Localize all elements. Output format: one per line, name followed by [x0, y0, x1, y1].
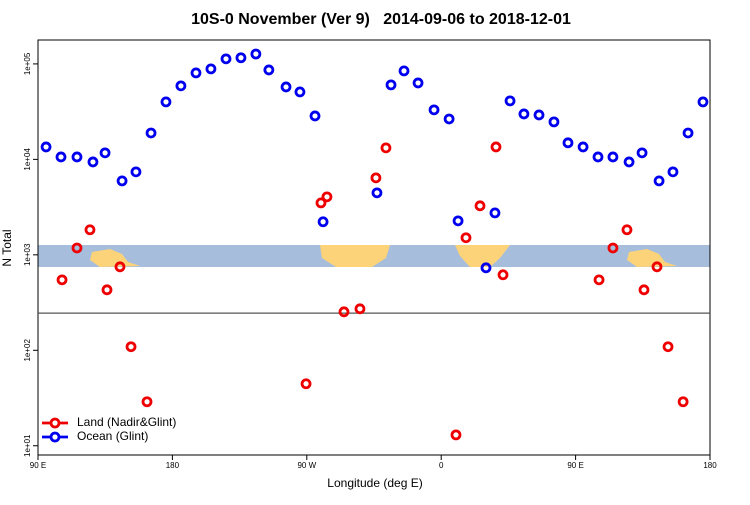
- point: [489, 207, 501, 219]
- point: [474, 200, 486, 212]
- point: [490, 141, 502, 153]
- point: [577, 141, 589, 153]
- point: [636, 147, 648, 159]
- map-strip: [38, 245, 710, 267]
- point: [190, 67, 202, 79]
- point: [450, 429, 462, 441]
- point: [71, 151, 83, 163]
- point: [697, 96, 709, 108]
- point: [87, 156, 99, 168]
- point: [593, 274, 605, 286]
- x-axis-label: Longitude (deg E): [327, 476, 422, 490]
- point: [309, 110, 321, 122]
- x-tick-label: 180: [166, 461, 180, 470]
- point: [662, 341, 674, 353]
- point: [55, 151, 67, 163]
- point: [250, 48, 262, 60]
- point: [607, 151, 619, 163]
- point: [518, 108, 530, 120]
- point: [638, 284, 650, 296]
- plot-frame: [37, 39, 711, 456]
- point: [385, 79, 397, 91]
- x-tick-label: 90 E: [30, 461, 46, 470]
- point: [480, 262, 492, 274]
- point: [677, 396, 689, 408]
- point: [380, 142, 392, 154]
- point: [141, 396, 153, 408]
- point: [263, 64, 275, 76]
- point: [548, 116, 560, 128]
- legend-label: Ocean (Glint): [77, 429, 148, 443]
- point: [443, 113, 455, 125]
- point: [71, 242, 83, 254]
- y-tick-label: 1e+03: [23, 243, 32, 266]
- point: [56, 274, 68, 286]
- point: [592, 151, 604, 163]
- point: [220, 53, 232, 65]
- point: [130, 166, 142, 178]
- point: [460, 232, 472, 244]
- point: [452, 215, 464, 227]
- point: [205, 63, 217, 75]
- point: [101, 284, 113, 296]
- y-tick-label: 1e+01: [23, 434, 32, 457]
- point: [321, 191, 333, 203]
- point: [317, 216, 329, 228]
- legend-marker: [49, 431, 61, 443]
- chart-title: 10S-0 November (Ver 9) 2014-09-06 to 201…: [191, 11, 571, 28]
- point: [160, 96, 172, 108]
- x-tick-label: 0: [439, 461, 444, 470]
- point: [116, 175, 128, 187]
- point: [504, 95, 516, 107]
- y-axis-label: N Total: [0, 229, 14, 266]
- point: [370, 172, 382, 184]
- point: [412, 77, 424, 89]
- point: [175, 80, 187, 92]
- point: [280, 81, 292, 93]
- point: [371, 187, 383, 199]
- point: [651, 261, 663, 273]
- y-tick-label: 1e+05: [23, 52, 32, 75]
- point: [99, 147, 111, 159]
- point: [338, 306, 350, 318]
- point: [125, 341, 137, 353]
- point: [667, 166, 679, 178]
- point: [623, 156, 635, 168]
- x-tick-label: 180: [703, 461, 717, 470]
- x-tick-label: 90 E: [567, 461, 583, 470]
- point: [653, 175, 665, 187]
- legend-label: Land (Nadir&Glint): [77, 415, 176, 429]
- point: [40, 141, 52, 153]
- legend-marker: [49, 417, 61, 429]
- point: [354, 303, 366, 315]
- y-tick-label: 1e+04: [23, 148, 32, 171]
- point: [294, 86, 306, 98]
- point: [682, 127, 694, 139]
- y-tick-label: 1e+02: [23, 339, 32, 362]
- point: [533, 109, 545, 121]
- point: [497, 269, 509, 281]
- point: [145, 127, 157, 139]
- point: [114, 261, 126, 273]
- point: [315, 197, 327, 209]
- point: [428, 104, 440, 116]
- point: [562, 137, 574, 149]
- point: [398, 65, 410, 77]
- point: [235, 52, 247, 64]
- point: [84, 224, 96, 236]
- point: [607, 242, 619, 254]
- point: [621, 224, 633, 236]
- point: [300, 378, 312, 390]
- x-tick-label: 90 W: [297, 461, 316, 470]
